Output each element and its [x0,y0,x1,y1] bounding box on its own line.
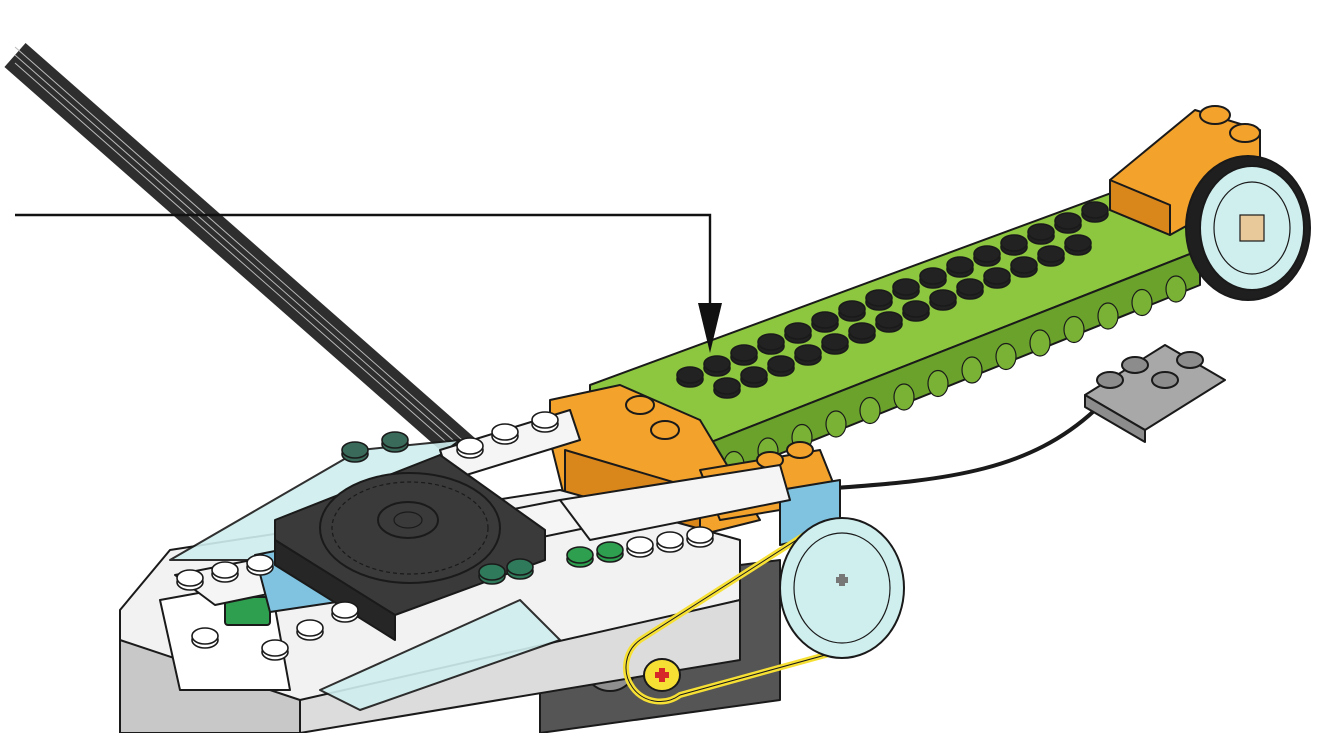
beam-hole [859,396,881,425]
beam-hole [1131,288,1153,317]
beam-hole [995,342,1017,371]
beam-stud [956,278,984,300]
callout-arrow [15,213,722,353]
beam-stud [892,278,920,300]
frame-stud [381,431,409,453]
beam-stud [1000,234,1028,256]
beam-stud [902,300,930,322]
frame-stud [478,563,506,585]
frame-stud [626,536,654,558]
beam-stud [1010,256,1038,278]
beam-stud [794,344,822,366]
turntable [274,454,546,641]
beam-stud [811,311,839,333]
frame-stud [296,619,324,641]
beam-stud [784,322,812,344]
beam-stud [703,355,731,377]
beam-stud [838,300,866,322]
frame-stud [341,441,369,463]
beam-hole [1029,329,1051,357]
beam-stud [757,333,785,355]
beam-stud [767,355,795,377]
frame-stud [456,437,484,459]
beam-hole [1063,315,1085,344]
frame-stud [566,546,594,568]
rubber-wheel [1185,155,1311,301]
frame-stud [211,561,239,583]
beam-stud [821,333,849,355]
beam-hole [825,410,847,438]
frame-stud [191,627,219,649]
frame-studs [176,411,714,661]
beam-stud [929,289,957,311]
beam-stud [973,245,1001,267]
beam-hole [1097,302,1119,330]
frame-stud [596,541,624,563]
beam-stud [1064,234,1092,256]
frame-stud [331,601,359,623]
frame-stud [246,554,274,576]
frame-stud [656,531,684,553]
lime-beam [589,174,1201,511]
beam-stud [1081,201,1109,223]
beam-stud [1054,212,1082,234]
ribbon-cable [4,42,481,468]
beam-stud [919,267,947,289]
beam-stud [1037,245,1065,267]
beam-stud [1027,223,1055,245]
beam-hole [961,356,983,384]
beam-stud [713,377,741,399]
frame-stud [531,411,559,433]
frame-stud [506,558,534,580]
beam-stud [730,344,758,366]
beam-stud [875,311,903,333]
beam-stud [946,256,974,278]
tilt-sensor-plate [834,344,1226,490]
beam-hole [1165,275,1187,303]
pulley [779,517,905,659]
beam-stud [983,267,1011,289]
beam-stud [676,366,704,388]
frame-stud [686,526,714,548]
frame-stud [176,569,204,591]
axle-hub [643,658,681,692]
beam-stud [865,289,893,311]
beam-stud [848,322,876,344]
frame-stud [491,423,519,445]
frame-stud [261,639,289,661]
beam-hole [893,383,915,411]
beam-hole [927,369,949,398]
beam-stud [740,366,768,388]
